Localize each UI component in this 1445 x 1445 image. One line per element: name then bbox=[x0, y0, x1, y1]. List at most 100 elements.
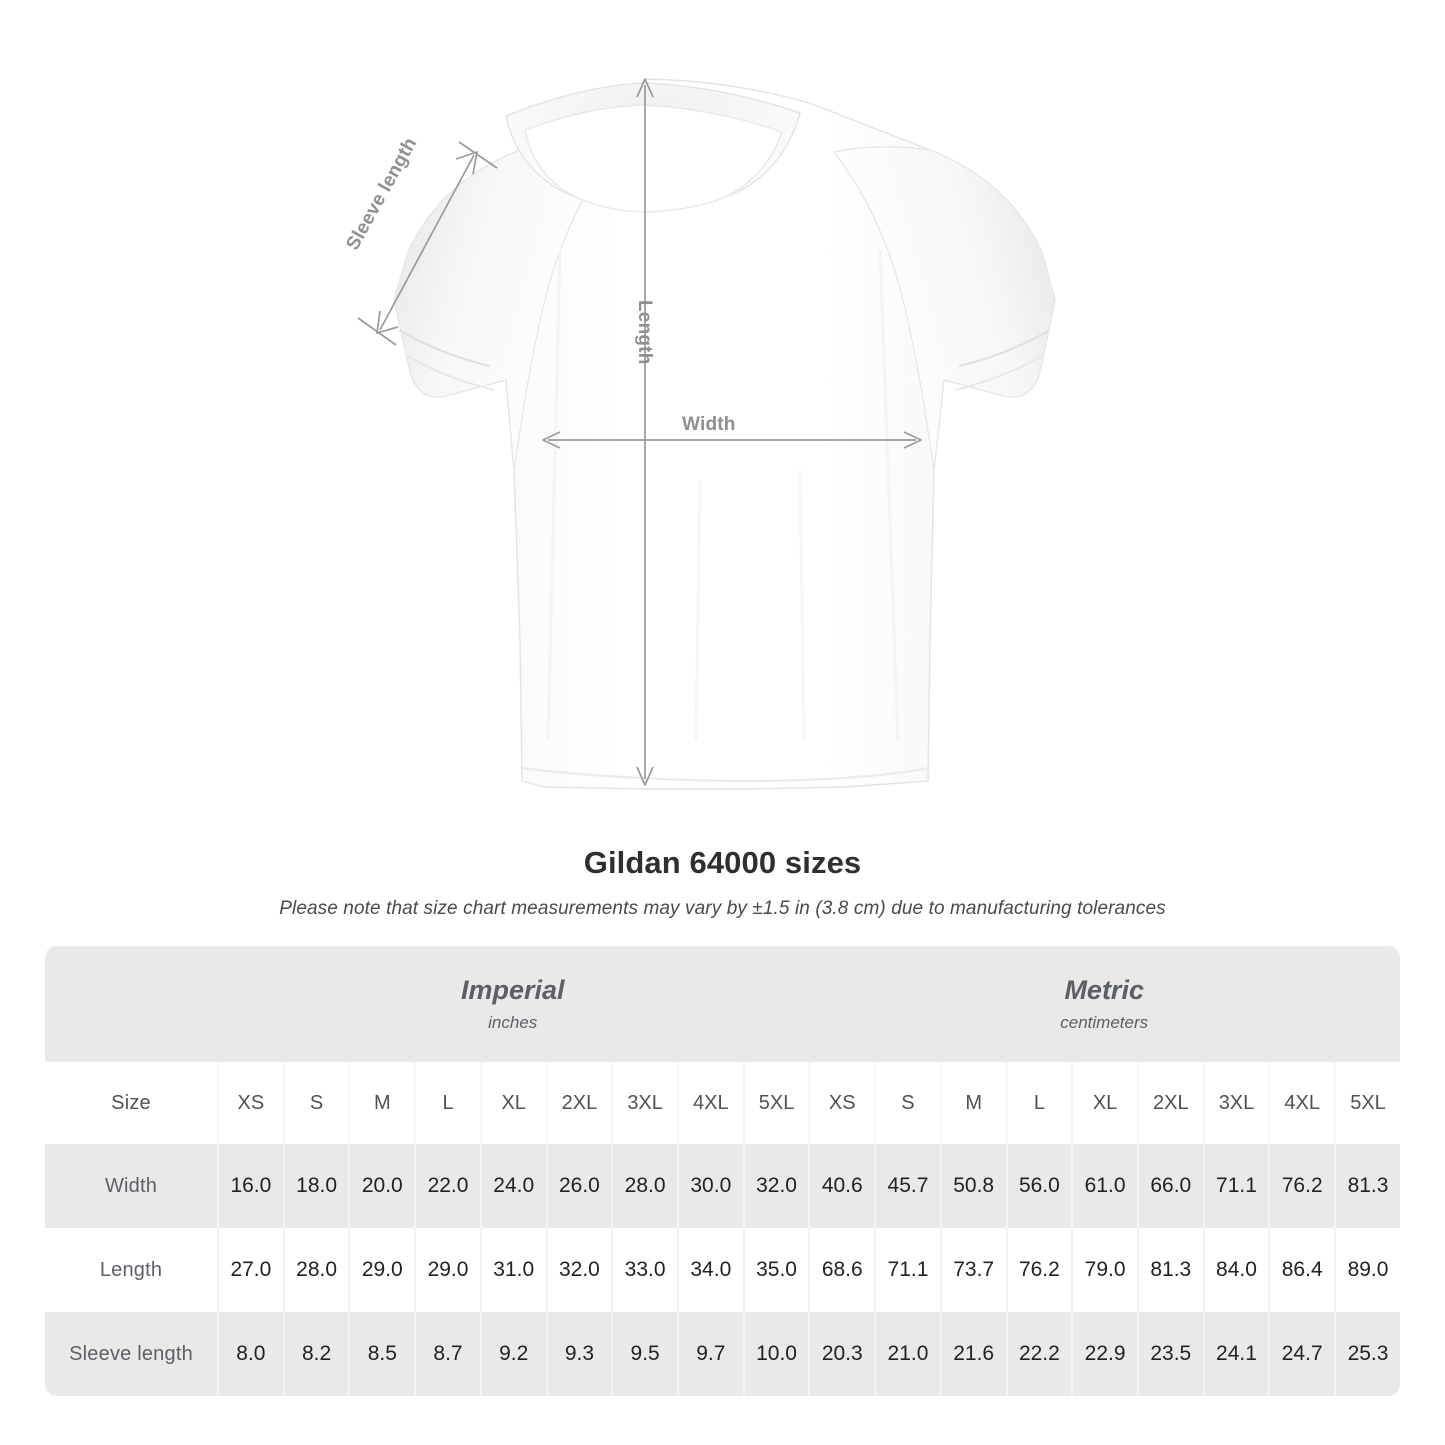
width-metric-3xl: 71.1 bbox=[1202, 1144, 1269, 1228]
sleeve-imperial-5xl: 10.0 bbox=[742, 1312, 809, 1396]
table-row-length: Length 27.0 28.0 29.0 29.0 31.0 32.0 33.… bbox=[45, 1228, 1400, 1312]
sleeve-imperial-2xl: 9.3 bbox=[545, 1312, 612, 1396]
width-imperial-5xl: 32.0 bbox=[742, 1144, 809, 1228]
width-metric-xs: 40.6 bbox=[808, 1144, 875, 1228]
table-row-sleeve-length: Sleeve length 8.0 8.2 8.5 8.7 9.2 9.3 9.… bbox=[45, 1312, 1400, 1396]
length-imperial-xl: 31.0 bbox=[479, 1228, 546, 1312]
length-label: Length bbox=[634, 300, 655, 365]
length-dimension-line bbox=[636, 78, 654, 786]
tshirt-illustration bbox=[357, 78, 1056, 790]
sleeve-imperial-xl: 9.2 bbox=[479, 1312, 546, 1396]
size-col-imperial-s: S bbox=[282, 1062, 349, 1144]
size-col-imperial-3xl: 3XL bbox=[611, 1062, 677, 1144]
length-imperial-4xl: 34.0 bbox=[676, 1228, 743, 1312]
length-imperial-l: 29.0 bbox=[414, 1228, 480, 1312]
width-dimension-line bbox=[542, 431, 922, 449]
size-col-metric-xs: XS bbox=[808, 1062, 875, 1144]
size-header-row: Size XS S M L XL 2XL 3XL 4XL 5XL XS S M … bbox=[45, 1062, 1400, 1144]
length-metric-4xl: 86.4 bbox=[1268, 1228, 1335, 1312]
length-metric-xl: 79.0 bbox=[1071, 1228, 1137, 1312]
length-imperial-3xl: 33.0 bbox=[611, 1228, 677, 1312]
length-imperial-s: 28.0 bbox=[282, 1228, 349, 1312]
length-metric-m: 73.7 bbox=[939, 1228, 1006, 1312]
width-metric-2xl: 66.0 bbox=[1136, 1144, 1203, 1228]
size-col-metric-l: L bbox=[1005, 1062, 1072, 1144]
title-block: Gildan 64000 sizes Please note that size… bbox=[0, 845, 1445, 920]
size-col-imperial-m: M bbox=[348, 1062, 415, 1144]
unit-group-metric: Metric centimeters bbox=[808, 946, 1400, 1062]
width-metric-l: 56.0 bbox=[1005, 1144, 1072, 1228]
sleeve-metric-3xl: 24.1 bbox=[1202, 1312, 1269, 1396]
width-imperial-m: 20.0 bbox=[348, 1144, 415, 1228]
size-col-metric-m: M bbox=[939, 1062, 1006, 1144]
size-col-metric-3xl: 3XL bbox=[1202, 1062, 1269, 1144]
length-metric-l: 76.2 bbox=[1005, 1228, 1072, 1312]
width-imperial-3xl: 28.0 bbox=[611, 1144, 677, 1228]
width-imperial-l: 22.0 bbox=[414, 1144, 480, 1228]
width-metric-4xl: 76.2 bbox=[1268, 1144, 1335, 1228]
shirt-silhouette bbox=[393, 78, 1056, 790]
width-imperial-s: 18.0 bbox=[282, 1144, 349, 1228]
sleeve-imperial-l: 8.7 bbox=[414, 1312, 480, 1396]
sleeve-metric-4xl: 24.7 bbox=[1268, 1312, 1335, 1396]
sleeve-metric-xl: 22.9 bbox=[1071, 1312, 1137, 1396]
length-metric-5xl: 89.0 bbox=[1334, 1228, 1400, 1312]
length-imperial-5xl: 35.0 bbox=[742, 1228, 809, 1312]
tolerance-note: Please note that size chart measurements… bbox=[279, 898, 1166, 919]
unit-group-imperial: Imperial inches bbox=[217, 946, 809, 1062]
sleeve-metric-s: 21.0 bbox=[874, 1312, 940, 1396]
width-metric-5xl: 81.3 bbox=[1334, 1144, 1400, 1228]
unit-group-imperial-sub: inches bbox=[488, 1013, 538, 1033]
width-imperial-xl: 24.0 bbox=[479, 1144, 546, 1228]
width-imperial-4xl: 30.0 bbox=[676, 1144, 743, 1228]
size-col-metric-s: S bbox=[874, 1062, 940, 1144]
size-col-metric-2xl: 2XL bbox=[1136, 1062, 1203, 1144]
table-row-width: Width 16.0 18.0 20.0 22.0 24.0 26.0 28.0… bbox=[45, 1144, 1400, 1228]
width-imperial-xs: 16.0 bbox=[217, 1144, 283, 1228]
sleeve-metric-m: 21.6 bbox=[939, 1312, 1006, 1396]
length-metric-s: 71.1 bbox=[874, 1228, 940, 1312]
size-col-imperial-l: L bbox=[414, 1062, 480, 1144]
size-col-metric-xl: XL bbox=[1071, 1062, 1137, 1144]
sleeve-dimension-line bbox=[357, 141, 498, 346]
size-col-metric-4xl: 4XL bbox=[1268, 1062, 1335, 1144]
size-col-imperial-xl: XL bbox=[479, 1062, 546, 1144]
length-imperial-xs: 27.0 bbox=[217, 1228, 283, 1312]
unit-group-imperial-name: Imperial bbox=[460, 974, 565, 1005]
length-metric-xs: 68.6 bbox=[808, 1228, 875, 1312]
row-label-sleeve-length: Sleeve length bbox=[45, 1312, 218, 1396]
length-metric-3xl: 84.0 bbox=[1202, 1228, 1269, 1312]
sleeve-metric-2xl: 23.5 bbox=[1136, 1312, 1203, 1396]
size-col-imperial-2xl: 2XL bbox=[545, 1062, 612, 1144]
size-col-imperial-4xl: 4XL bbox=[676, 1062, 743, 1144]
sleeve-imperial-m: 8.5 bbox=[348, 1312, 415, 1396]
length-imperial-2xl: 32.0 bbox=[545, 1228, 612, 1312]
unit-spacer-cell bbox=[45, 946, 218, 1062]
width-imperial-2xl: 26.0 bbox=[545, 1144, 612, 1228]
length-metric-2xl: 81.3 bbox=[1136, 1228, 1203, 1312]
width-metric-xl: 61.0 bbox=[1071, 1144, 1137, 1228]
sleeve-imperial-3xl: 9.5 bbox=[611, 1312, 677, 1396]
sleeve-metric-5xl: 25.3 bbox=[1334, 1312, 1400, 1396]
tshirt-diagram: Sleeve length Length Width bbox=[342, 78, 1056, 790]
page-title: Gildan 64000 sizes bbox=[583, 845, 862, 880]
size-col-metric-5xl: 5XL bbox=[1334, 1062, 1400, 1144]
sleeve-metric-xs: 20.3 bbox=[808, 1312, 875, 1396]
sleeve-imperial-xs: 8.0 bbox=[217, 1312, 283, 1396]
dimension-lines bbox=[357, 78, 922, 786]
sleeve-metric-l: 22.2 bbox=[1005, 1312, 1072, 1396]
width-metric-m: 50.8 bbox=[939, 1144, 1006, 1228]
width-metric-s: 45.7 bbox=[874, 1144, 940, 1228]
row-label-width: Width bbox=[45, 1144, 218, 1228]
size-chart-table: Imperial inches Metric centimeters Size … bbox=[45, 946, 1400, 1396]
sleeve-imperial-s: 8.2 bbox=[282, 1312, 349, 1396]
length-imperial-m: 29.0 bbox=[348, 1228, 415, 1312]
unit-banner-row: Imperial inches Metric centimeters bbox=[45, 946, 1400, 1062]
unit-group-metric-name: Metric bbox=[1064, 974, 1144, 1005]
size-col-imperial-xs: XS bbox=[217, 1062, 283, 1144]
size-col-imperial-5xl: 5XL bbox=[742, 1062, 809, 1144]
row-label-length: Length bbox=[45, 1228, 218, 1312]
unit-group-metric-sub: centimeters bbox=[1060, 1013, 1149, 1033]
size-label-cell: Size bbox=[45, 1062, 218, 1144]
